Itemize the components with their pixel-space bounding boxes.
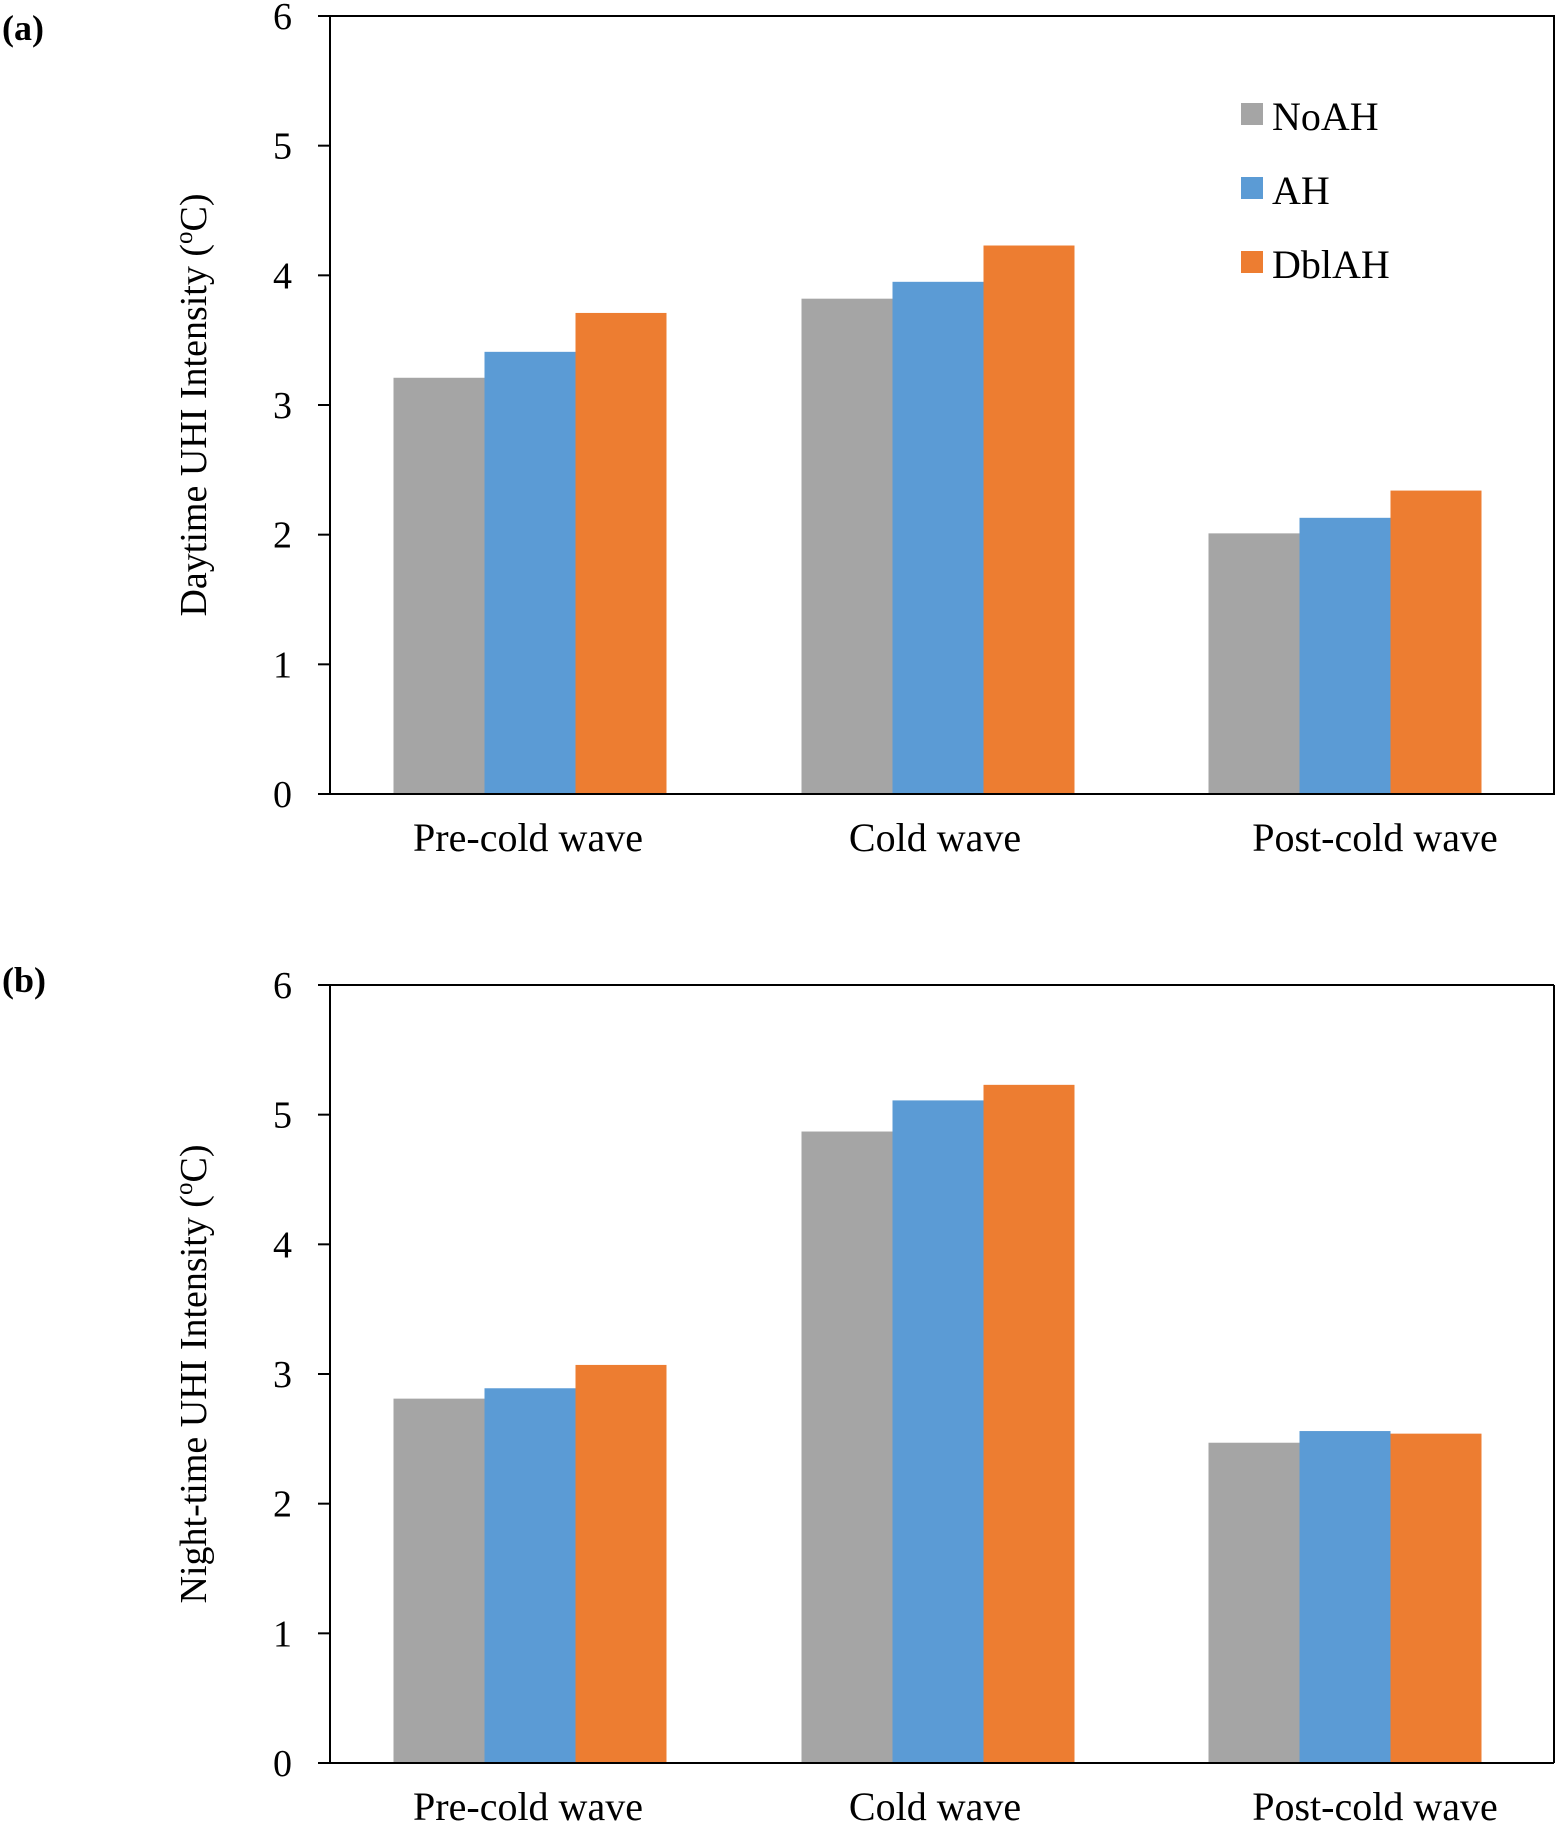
panel-label-a: (a) (2, 8, 44, 48)
y-tick-label-a-3: 3 (273, 385, 292, 427)
y-tick-label-b-0: 0 (273, 1743, 292, 1785)
y-axis-title-a-sup: o (171, 231, 198, 244)
y-tick-label-b-5: 5 (273, 1095, 292, 1137)
chart-panel-b: (b) 0 1 2 3 4 5 6 Pre-cold wave Cold wave Post-c… (2, 960, 1555, 1825)
legend-swatch-ah (1241, 177, 1263, 199)
bar-b-dblah-3 (1390, 1433, 1482, 1763)
bar-b-noah-2 (801, 1131, 893, 1763)
bar-b-dblah-2 (983, 1084, 1075, 1763)
y-ticks-a: 0 1 2 3 4 5 6 (273, 0, 330, 816)
y-tick-label-b-2: 2 (273, 1484, 292, 1526)
bars-b (393, 1084, 1482, 1763)
category-labels-b: Pre-cold wave Cold wave Post-cold wave (413, 1784, 1498, 1825)
bar-b-ah-3 (1299, 1431, 1391, 1763)
x-category-label-a-3: Post-cold wave (1252, 815, 1498, 860)
x-category-label-b-3: Post-cold wave (1252, 1784, 1498, 1825)
bar-a-dblah-3 (1390, 490, 1482, 794)
y-ticks-b: 0 1 2 3 4 5 6 (273, 965, 330, 1785)
bar-a-ah-3 (1299, 517, 1391, 794)
y-axis-title-b-main: Night-time UHI Intensity ( (173, 1195, 215, 1603)
y-axis-title-a: Daytime UHI Intensity (oC) (171, 193, 215, 616)
bar-a-ah-1 (484, 351, 576, 794)
y-tick-label-a-0: 0 (273, 774, 292, 816)
legend: NoAH AH DblAH (1241, 94, 1390, 287)
legend-swatch-dblah (1241, 251, 1263, 273)
y-tick-label-a-5: 5 (273, 126, 292, 168)
bar-a-noah-1 (393, 377, 485, 794)
y-axis-title-b-end: C) (173, 1145, 215, 1183)
y-axis-title-a-main: Daytime UHI Intensity ( (173, 244, 215, 617)
y-tick-label-a-1: 1 (273, 644, 292, 686)
panel-label-b: (b) (2, 960, 46, 1000)
x-category-label-b-2: Cold wave (849, 1784, 1021, 1825)
bar-b-noah-3 (1208, 1442, 1300, 1763)
y-axis-title-b-sup: o (171, 1183, 198, 1196)
bar-a-dblah-1 (575, 312, 667, 794)
legend-label-dblah: DblAH (1272, 242, 1390, 287)
legend-swatch-noah (1241, 103, 1263, 125)
y-axis-title-a-end: C) (173, 193, 215, 231)
legend-label-noah: NoAH (1272, 94, 1379, 139)
y-tick-label-a-2: 2 (273, 515, 292, 557)
y-tick-label-a-4: 4 (273, 255, 292, 297)
bars-a (393, 245, 1482, 795)
legend-label-ah: AH (1272, 168, 1330, 213)
bar-b-ah-2 (892, 1100, 984, 1763)
y-tick-label-b-4: 4 (273, 1224, 292, 1266)
bar-b-dblah-1 (575, 1364, 667, 1763)
x-category-label-b-1: Pre-cold wave (413, 1784, 643, 1825)
chart-panel-a: (a) 0 1 2 3 4 5 6 Pre-cold wave Cold wave Post-c… (2, 0, 1555, 860)
y-tick-label-b-6: 6 (273, 965, 292, 1007)
x-category-label-a-2: Cold wave (849, 815, 1021, 860)
category-labels-a: Pre-cold wave Cold wave Post-cold wave (413, 815, 1498, 860)
bar-b-noah-1 (393, 1398, 485, 1763)
x-category-label-a-1: Pre-cold wave (413, 815, 643, 860)
y-tick-label-a-6: 6 (273, 0, 292, 38)
bar-a-ah-2 (892, 281, 984, 795)
y-axis-title-b: Night-time UHI Intensity (oC) (171, 1145, 215, 1604)
bar-a-dblah-2 (983, 245, 1075, 794)
bar-b-ah-1 (484, 1388, 576, 1763)
y-tick-label-b-3: 3 (273, 1354, 292, 1396)
bar-a-noah-2 (801, 298, 893, 794)
y-tick-label-b-1: 1 (273, 1613, 292, 1655)
bar-a-noah-3 (1208, 533, 1300, 794)
